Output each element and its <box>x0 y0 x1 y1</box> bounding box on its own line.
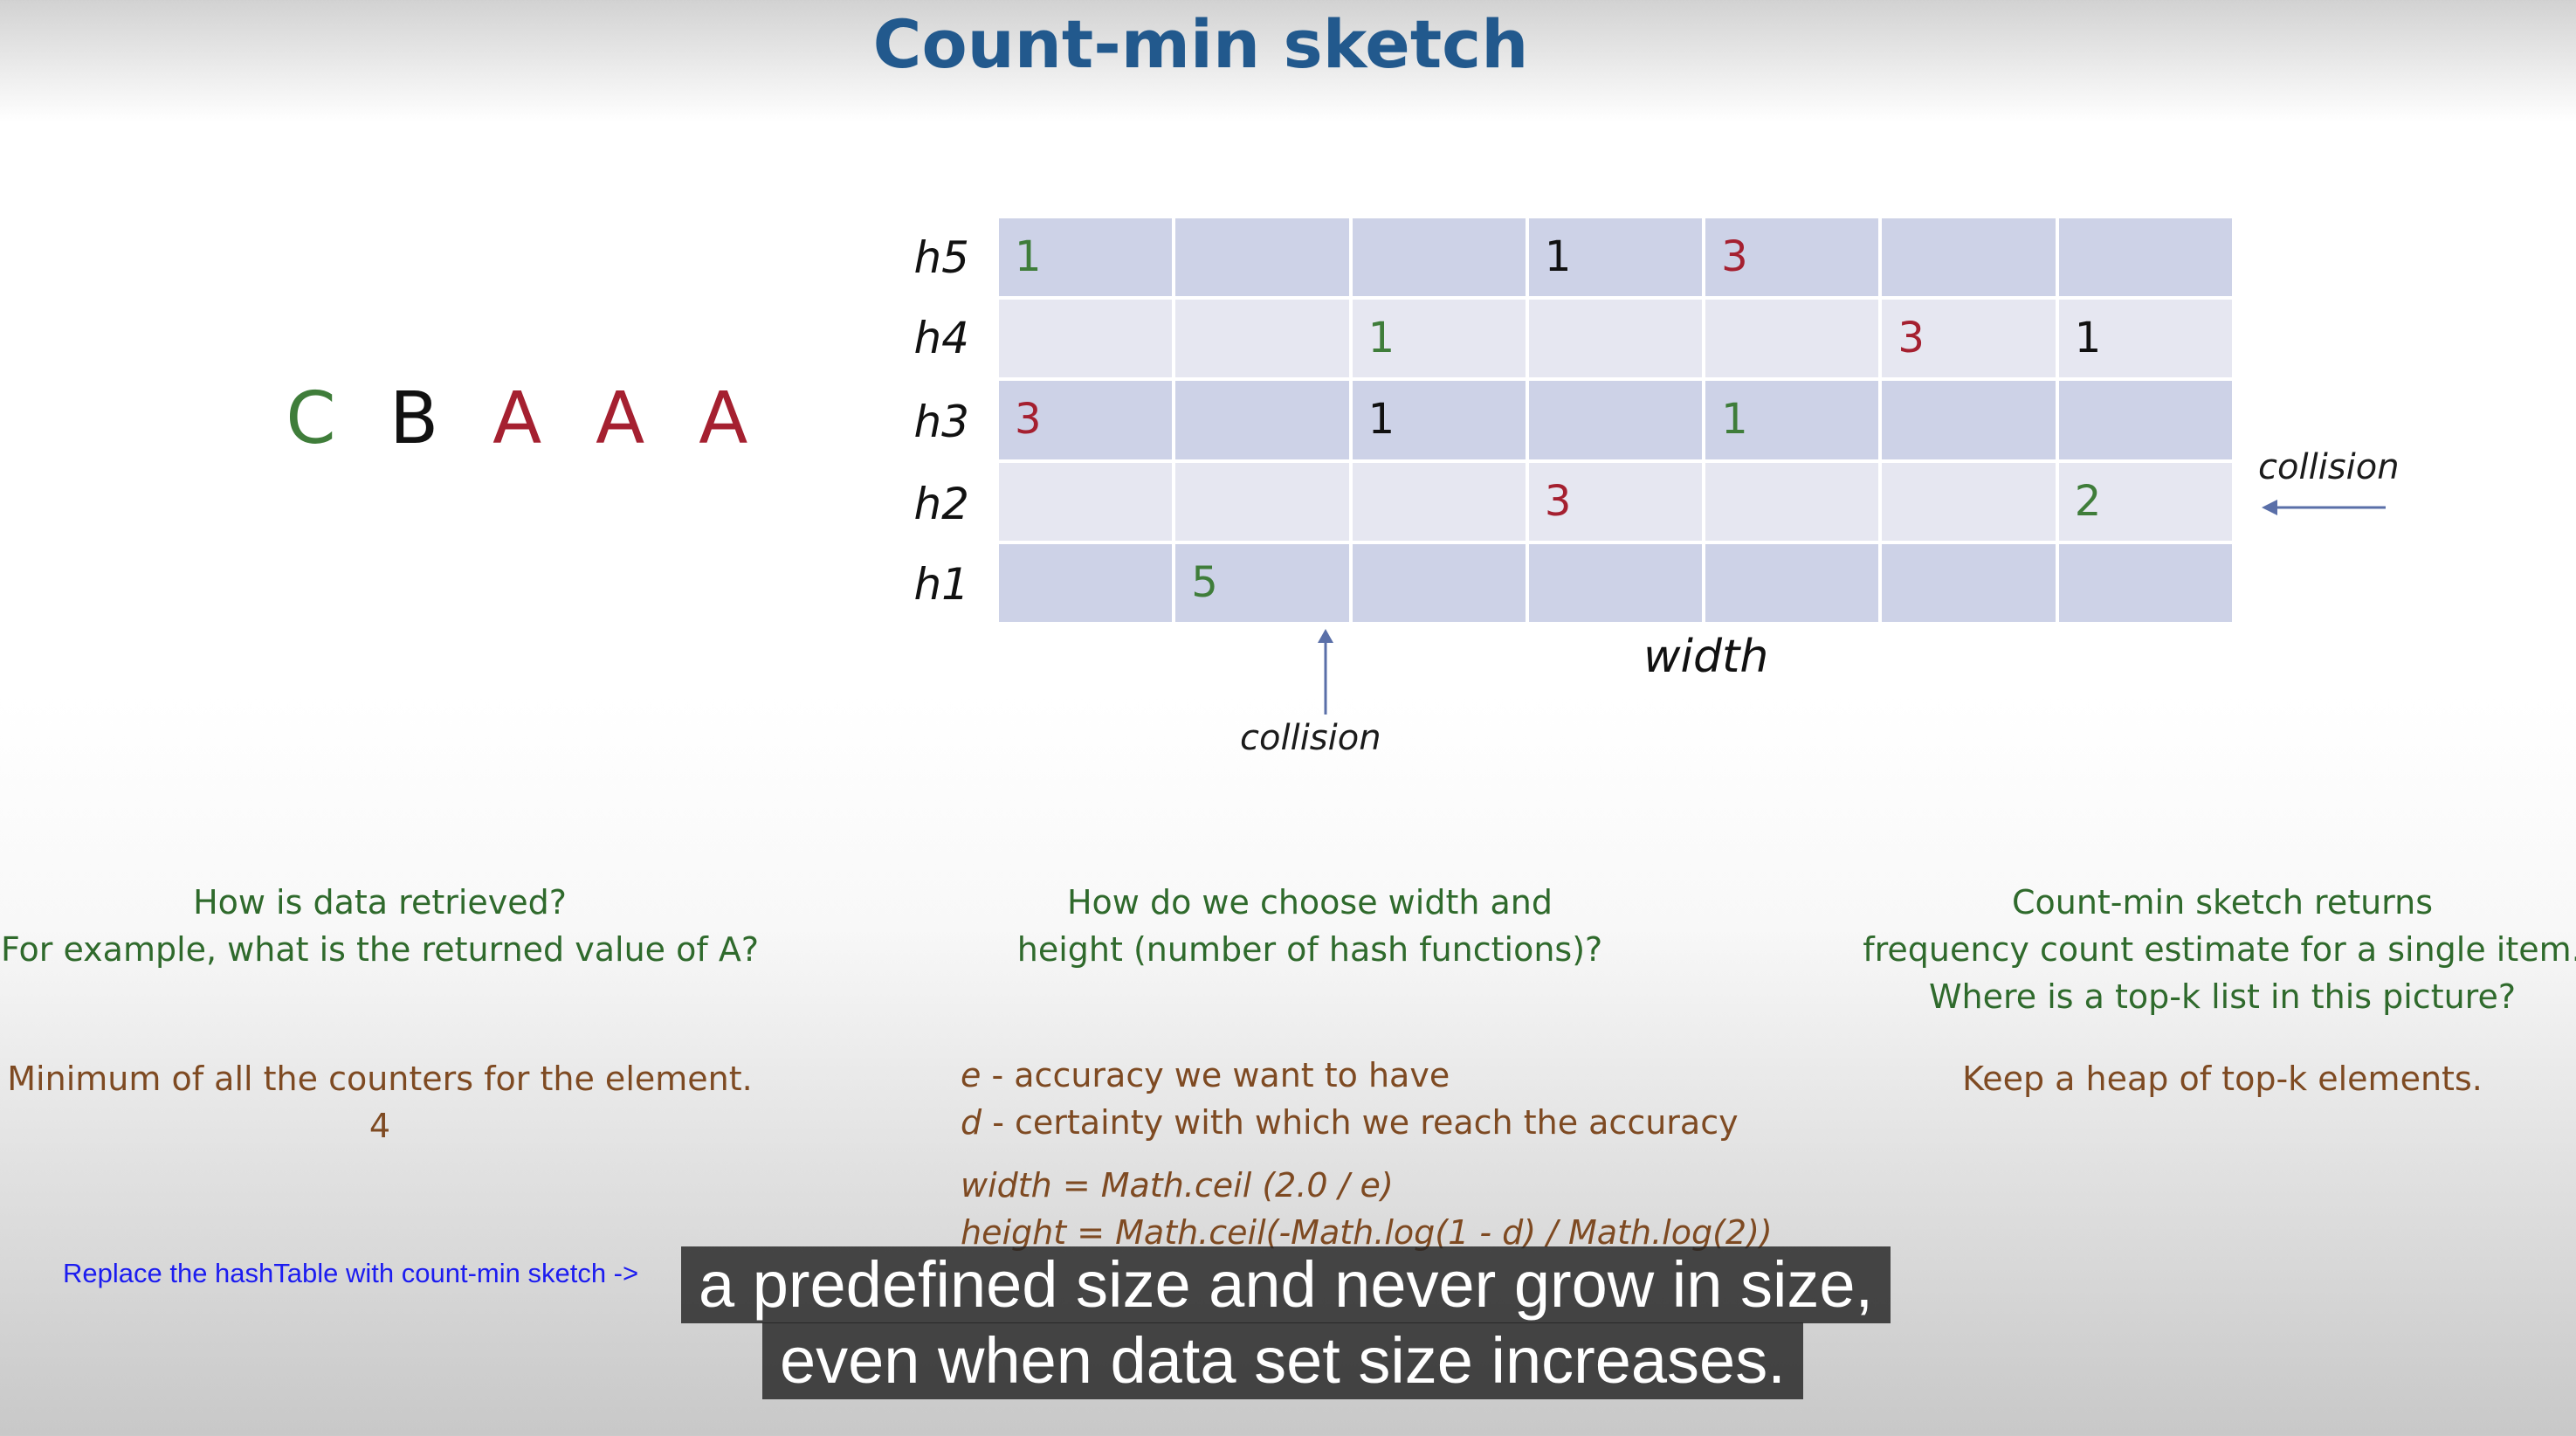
topk-question-line-3: Where is a top-k list in this picture? <box>1928 977 2517 1016</box>
grid-cell-h2-6 <box>1882 462 2056 541</box>
slide-title: Count-min sketch <box>872 5 1529 83</box>
grid-cell-h3-4 <box>1528 381 1703 459</box>
dimensions-question-line-2: height (number of hash functions)? <box>1016 930 1603 969</box>
collision-arrow-left-icon <box>2262 500 2386 515</box>
parameter-e-text: - accuracy we want to have <box>981 1056 1450 1094</box>
height-formula: height = Math.ceil(-Math.log(1 - d) / Ma… <box>961 1213 1773 1252</box>
grid-cell-h3-1 <box>999 381 1173 459</box>
stream-letter-a: A <box>699 377 748 460</box>
grid-cell-h4-5 <box>1705 300 1879 378</box>
row-label-h2: h2 <box>913 479 969 529</box>
grid-cell-h3-3 <box>1352 381 1526 459</box>
grid-cell-h1-3 <box>1352 543 1526 622</box>
retrieval-question-line-2: For example, what is the returned value … <box>1 930 759 969</box>
grid-cell-h4-7 <box>2058 300 2232 378</box>
grid-cell-h5-2 <box>1175 218 1349 297</box>
grid-cell-h5-4 <box>1528 218 1703 297</box>
stream-letter-a: A <box>492 377 542 460</box>
parameter-d: d - certainty with which we reach the ac… <box>961 1099 1739 1146</box>
grid-cell-h5-1 <box>999 218 1173 297</box>
grid-cell-h4-3 <box>1352 300 1526 378</box>
grid-cell-h5-5 <box>1705 218 1879 297</box>
counter-value: 5 <box>1191 557 1218 607</box>
row-label-h1: h1 <box>913 559 969 610</box>
sketch-grid: 1 1 3 1 3 1 3 1 1 3 2 5 <box>999 218 2232 622</box>
retrieval-answer-line-1: Minimum of all the counters for the elem… <box>7 1060 753 1098</box>
grid-cell-h4-1 <box>999 300 1173 378</box>
input-stream: C B A A A <box>271 377 763 460</box>
grid-cell-h2-7 <box>2058 462 2232 541</box>
grid-cell-h2-3 <box>1352 462 1526 541</box>
grid-cell-h3-6 <box>1882 381 2056 459</box>
grid-cell-h5-3 <box>1352 218 1526 297</box>
dimensions-question-line-1: How do we choose width and <box>1066 883 1553 922</box>
collision-label-right: collision <box>2258 447 2400 487</box>
grid-cell-h3-7 <box>2058 381 2232 459</box>
retrieval-answer: Minimum of all the counters for the elem… <box>0 1055 760 1149</box>
grid-cell-h4-4 <box>1528 300 1703 378</box>
width-formula: width = Math.ceil (2.0 / e) <box>961 1166 1394 1205</box>
parameter-d-symbol: d <box>961 1103 982 1142</box>
retrieval-answer-value: 4 <box>368 1107 391 1145</box>
grid-cell-h1-2 <box>1175 543 1349 622</box>
counter-value: 3 <box>1721 232 1748 281</box>
retrieval-question-line-1: How is data retrieved? <box>193 883 567 922</box>
stream-letter-a: A <box>596 377 645 460</box>
grid-cell-h1-1 <box>999 543 1173 622</box>
grid-cell-h5-7 <box>2058 218 2232 297</box>
grid-cell-h1-5 <box>1705 543 1879 622</box>
collision-label-bottom: collision <box>1240 718 1381 758</box>
parameter-e: e - accuracy we want to have <box>961 1052 1450 1099</box>
topk-question-line-1: Count-min sketch returns <box>2011 883 2434 922</box>
grid-cell-h2-1 <box>999 462 1173 541</box>
retrieval-question: How is data retrieved? For example, what… <box>0 879 760 973</box>
counter-value: 1 <box>1015 232 1042 281</box>
collision-arrow-up-icon <box>1318 629 1333 715</box>
topk-question-line-2: frequency count estimate for a single it… <box>1863 930 2576 969</box>
grid-cell-h2-2 <box>1175 462 1349 541</box>
counter-value: 3 <box>1544 476 1572 526</box>
subtitle-line-2: even when data set size increases. <box>762 1322 1803 1399</box>
counter-value: 1 <box>1544 232 1572 281</box>
counter-value: 3 <box>1898 314 1925 363</box>
subtitle-line-1: a predefined size and never grow in size… <box>681 1246 1891 1323</box>
counter-value: 3 <box>1015 395 1042 445</box>
dimensions-question: How do we choose width and height (numbe… <box>961 879 1659 973</box>
stream-letter-b: B <box>389 377 439 460</box>
grid-cell-h1-7 <box>2058 543 2232 622</box>
counter-value: 1 <box>2074 314 2102 363</box>
grid-cell-h3-2 <box>1175 381 1349 459</box>
grid-cell-h4-2 <box>1175 300 1349 378</box>
grid-cell-h4-6 <box>1882 300 2056 378</box>
width-label: width <box>1643 631 1769 683</box>
grid-cell-h1-6 <box>1882 543 2056 622</box>
row-label-h4: h4 <box>913 313 969 363</box>
row-label-h3: h3 <box>913 397 969 447</box>
grid-cell-h5-6 <box>1882 218 2056 297</box>
grid-cell-h2-5 <box>1705 462 1879 541</box>
stream-letter-c: C <box>286 377 336 460</box>
topk-question: Count-min sketch returns frequency count… <box>1816 879 2576 1020</box>
annotation-note: Replace the hashTable with count-min ske… <box>63 1258 639 1288</box>
counter-value: 1 <box>1721 395 1748 445</box>
counter-value: 1 <box>1367 314 1395 363</box>
parameter-d-text: - certainty with which we reach the accu… <box>981 1103 1739 1142</box>
topk-answer: Keep a heap of top-k elements. <box>1962 1060 2483 1098</box>
counter-value: 1 <box>1367 395 1395 445</box>
grid-cell-h1-4 <box>1528 543 1703 622</box>
grid-cell-h2-4 <box>1528 462 1703 541</box>
parameter-e-symbol: e <box>961 1056 981 1094</box>
row-label-h5: h5 <box>913 232 969 283</box>
counter-value: 2 <box>2074 476 2102 526</box>
grid-cell-h3-5 <box>1705 381 1879 459</box>
